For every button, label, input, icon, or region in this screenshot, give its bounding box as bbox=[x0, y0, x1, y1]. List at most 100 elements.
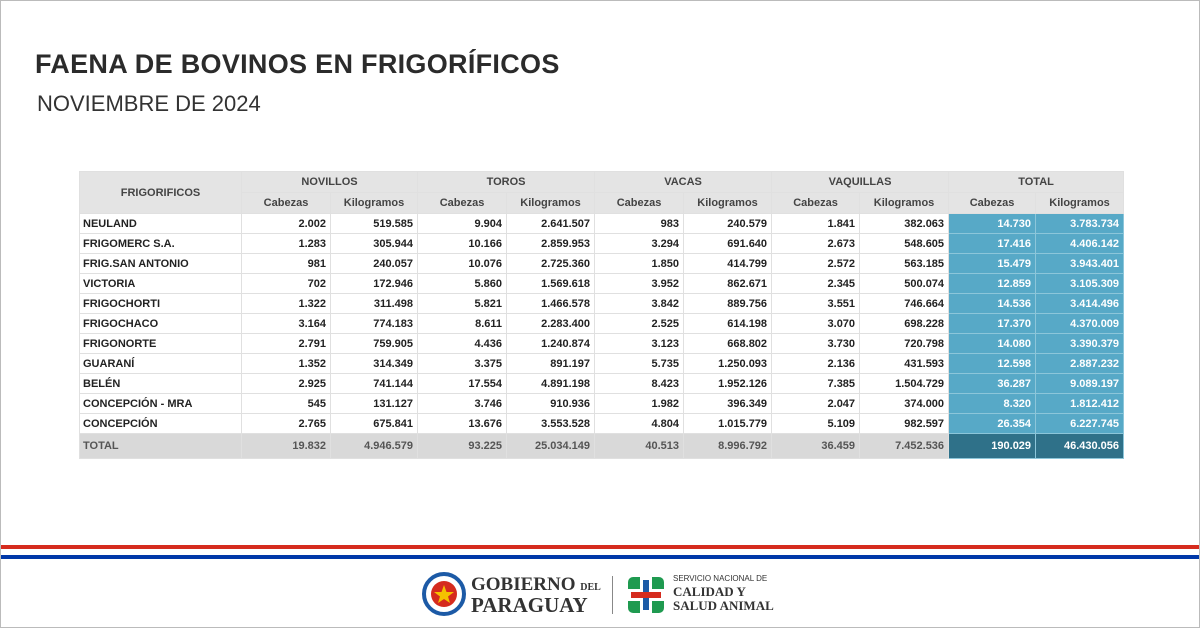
cell: 2.345 bbox=[771, 273, 861, 294]
cell: 25.034.149 bbox=[506, 433, 596, 459]
subheader-row: Cabezas Kilogramos Cabezas Kilogramos Cabeza… bbox=[80, 192, 1125, 214]
cell: 5.821 bbox=[417, 293, 508, 314]
cell: 172.946 bbox=[329, 273, 419, 294]
cell: 2.047 bbox=[771, 393, 861, 414]
table-row: FRIGOMERC S.A. 1.283 305.944 10.166 2.859.95… bbox=[79, 233, 1125, 254]
gov-country: PARAGUAY bbox=[471, 593, 588, 617]
cell: 396.349 bbox=[683, 393, 773, 414]
row-name: FRIG.SAN ANTONIO bbox=[79, 253, 242, 274]
cell: 1.504.729 bbox=[859, 373, 950, 394]
subheader: Cabezas bbox=[417, 192, 508, 214]
cell: 3.551 bbox=[771, 293, 861, 314]
cell: 519.585 bbox=[329, 213, 419, 234]
cell: 4.946.579 bbox=[329, 433, 419, 459]
row-name: CONCEPCIÓN bbox=[79, 413, 242, 434]
cell: 305.944 bbox=[329, 233, 419, 254]
cell: 4.406.142 bbox=[1035, 233, 1125, 254]
cell: 1.322 bbox=[241, 293, 331, 314]
cell: 8.423 bbox=[594, 373, 685, 394]
cell: 9.089.197 bbox=[1035, 373, 1125, 394]
cell: 36.287 bbox=[948, 373, 1037, 394]
cell: 17.416 bbox=[948, 233, 1037, 254]
subheader: Cabezas bbox=[948, 192, 1037, 214]
cell: 2.673 bbox=[771, 233, 861, 254]
cell: 774.183 bbox=[329, 313, 419, 334]
cell: 691.640 bbox=[683, 233, 773, 254]
cell: 3.553.528 bbox=[506, 413, 596, 434]
cell: 3.375 bbox=[417, 353, 508, 374]
cell: 7.385 bbox=[771, 373, 861, 394]
cell: 545 bbox=[241, 393, 331, 414]
table-row: CONCEPCIÓN - MRA 545 131.127 3.746 910.936 1.… bbox=[79, 393, 1125, 414]
cell: 17.370 bbox=[948, 313, 1037, 334]
cell: 1.850 bbox=[594, 253, 685, 274]
cell: 382.063 bbox=[859, 213, 950, 234]
cell: 6.227.745 bbox=[1035, 413, 1125, 434]
cell: 983 bbox=[594, 213, 685, 234]
cell: 19.832 bbox=[241, 433, 331, 459]
cell: 3.070 bbox=[771, 313, 861, 334]
subheader: Kilogramos bbox=[329, 192, 419, 214]
cell: 1.015.779 bbox=[683, 413, 773, 434]
cell: 3.390.379 bbox=[1035, 333, 1125, 354]
table-row: TOTAL 19.832 4.946.579 93.225 25.034.149 40.5… bbox=[79, 433, 1125, 459]
table-row: FRIGONORTE 2.791 759.905 4.436 1.240.874 3.12… bbox=[79, 333, 1125, 354]
cell: 1.841 bbox=[771, 213, 861, 234]
cell: 8.996.792 bbox=[683, 433, 773, 459]
cell: 1.240.874 bbox=[506, 333, 596, 354]
cell: 2.765 bbox=[241, 413, 331, 434]
cell: 15.479 bbox=[948, 253, 1037, 274]
cell: 4.436 bbox=[417, 333, 508, 354]
cell: 46.430.056 bbox=[1035, 433, 1125, 459]
cell: 910.936 bbox=[506, 393, 596, 414]
cell: 36.459 bbox=[771, 433, 861, 459]
flag-red bbox=[1, 545, 1199, 549]
cell: 431.593 bbox=[859, 353, 950, 374]
cell: 311.498 bbox=[329, 293, 419, 314]
cell: 4.370.009 bbox=[1035, 313, 1125, 334]
cell: 26.354 bbox=[948, 413, 1037, 434]
title: FAENA DE BOVINOS EN FRIGORÍFICOS bbox=[35, 49, 560, 79]
separator bbox=[612, 576, 613, 614]
row-name: CONCEPCIÓN - MRA bbox=[79, 393, 242, 414]
cell: 891.197 bbox=[506, 353, 596, 374]
row-name: FRIGOCHORTI bbox=[79, 293, 242, 314]
header-row: FRIGORIFICOS NOVILLOS TOROS VACAS VAQUILLAS T… bbox=[79, 171, 1125, 214]
cell: 1.250.093 bbox=[683, 353, 773, 374]
cell: 12.859 bbox=[948, 273, 1037, 294]
cell: 614.198 bbox=[683, 313, 773, 334]
row-name: TOTAL bbox=[79, 433, 242, 459]
cell: 93.225 bbox=[417, 433, 508, 459]
table-row: CONCEPCIÓN 2.765 675.841 13.676 3.553.528 4.8… bbox=[79, 413, 1125, 434]
cell: 17.554 bbox=[417, 373, 508, 394]
table-row: GUARANÍ 1.352 314.349 3.375 891.197 5.735 1.25… bbox=[79, 353, 1125, 374]
cell: 2.283.400 bbox=[506, 313, 596, 334]
subheader: Cabezas bbox=[594, 192, 685, 214]
cell: 3.746 bbox=[417, 393, 508, 414]
cell: 3.842 bbox=[594, 293, 685, 314]
cell: 5.735 bbox=[594, 353, 685, 374]
cell: 2.791 bbox=[241, 333, 331, 354]
cell: 741.144 bbox=[329, 373, 419, 394]
gov-del: DEL bbox=[580, 582, 601, 593]
group-header: VAQUILLAS bbox=[771, 171, 950, 193]
row-name: FRIGONORTE bbox=[79, 333, 242, 354]
cell: 10.076 bbox=[417, 253, 508, 274]
cell: 3.105.309 bbox=[1035, 273, 1125, 294]
cell: 2.725.360 bbox=[506, 253, 596, 274]
cell: 8.320 bbox=[948, 393, 1037, 414]
cell: 702 bbox=[241, 273, 331, 294]
cell: 500.074 bbox=[859, 273, 950, 294]
cell: 1.352 bbox=[241, 353, 331, 374]
flag-blue bbox=[1, 555, 1199, 559]
cell: 5.109 bbox=[771, 413, 861, 434]
cell: 2.525 bbox=[594, 313, 685, 334]
cell: 1.952.126 bbox=[683, 373, 773, 394]
cell: 746.664 bbox=[859, 293, 950, 314]
group-header: TOROS bbox=[417, 171, 596, 193]
subheader: Cabezas bbox=[241, 192, 331, 214]
cell: 1.569.618 bbox=[506, 273, 596, 294]
cell: 4.804 bbox=[594, 413, 685, 434]
cell: 5.860 bbox=[417, 273, 508, 294]
cell: 240.057 bbox=[329, 253, 419, 274]
